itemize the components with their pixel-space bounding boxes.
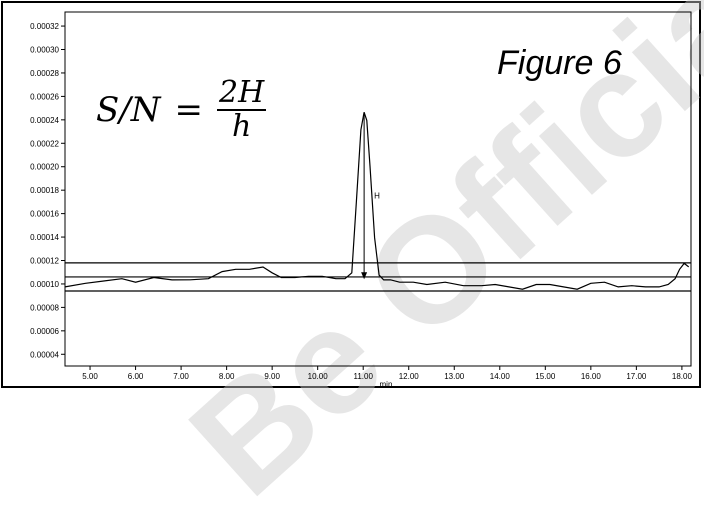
y-tick-label: 0.00012	[30, 257, 59, 266]
plot-area	[64, 11, 692, 367]
y-tick-label: 0.00026	[30, 92, 59, 101]
chart-frame	[1, 1, 701, 388]
signal-to-noise-formula: S/N = 2H h	[96, 75, 267, 144]
x-axis-label: min	[380, 380, 393, 389]
figure-label: Figure 6	[497, 44, 622, 82]
formula-denominator: h	[231, 108, 252, 144]
x-tick-label: 9.00	[264, 372, 280, 381]
x-tick-label: 17.00	[626, 372, 647, 381]
x-tick-label: 7.00	[173, 372, 189, 381]
peak-annotation: H	[361, 112, 380, 280]
x-tick-label: 6.00	[128, 372, 144, 381]
x-tick-label: 18.00	[672, 372, 693, 381]
x-tick-label: 11.00	[353, 372, 373, 381]
y-tick-label: 0.00028	[30, 69, 59, 78]
x-tick-label: 16.00	[581, 372, 602, 381]
peak-label: H	[374, 191, 380, 200]
y-tick-label: 0.00024	[30, 116, 59, 125]
x-axis: 5.00 6.00 7.00 8.00 9.00 10.00 11.00 12.00 13.00…	[82, 366, 692, 381]
y-tick-label: 0.00020	[30, 163, 59, 172]
formula-numerator: 2H	[219, 75, 265, 110]
x-tick-label: 13.00	[444, 372, 465, 381]
formula-fraction-bar	[217, 108, 267, 111]
formula-equals: =	[174, 89, 204, 130]
y-tick-label: 0.00030	[30, 46, 59, 55]
chromatogram-chart: 0.00004 0.00006 0.00008 0.00010 0.00012 0.000…	[30, 11, 692, 389]
peak-arrowhead	[361, 272, 368, 280]
y-tick-label: 0.00016	[30, 210, 59, 219]
y-tick-label: 0.00008	[30, 303, 59, 312]
formula-fraction: 2H h	[217, 75, 267, 144]
y-axis: 0.00004 0.00006 0.00008 0.00010 0.00012 0.000…	[30, 22, 65, 359]
y-tick-label: 0.00010	[30, 280, 59, 289]
y-tick-label: 0.00004	[30, 350, 59, 359]
formula-lhs: S/N	[96, 89, 161, 130]
y-tick-label: 0.00032	[30, 22, 59, 31]
x-tick-label: 14.00	[490, 372, 511, 381]
x-tick-label: 10.00	[308, 372, 329, 381]
x-tick-label: 8.00	[219, 372, 235, 381]
x-tick-label: 12.00	[399, 372, 420, 381]
chromatogram-trace	[64, 112, 690, 290]
y-tick-label: 0.00006	[30, 327, 59, 336]
y-tick-label: 0.00018	[30, 186, 59, 195]
x-tick-label: 5.00	[82, 372, 98, 381]
y-tick-label: 0.00022	[30, 139, 59, 148]
x-tick-label: 15.00	[535, 372, 556, 381]
y-tick-label: 0.00014	[30, 233, 59, 242]
